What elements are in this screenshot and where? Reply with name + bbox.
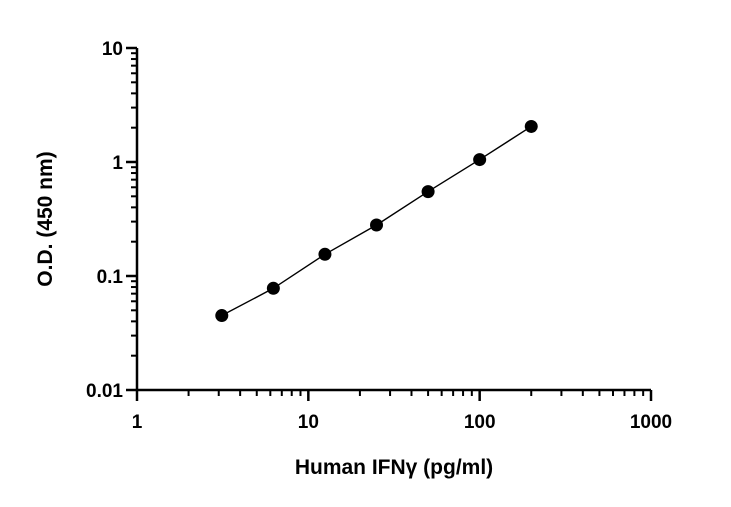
data-point <box>215 309 229 323</box>
data-point <box>473 153 487 167</box>
x-tick-label: 1 <box>132 412 143 433</box>
y-tick-label: 0.1 <box>97 267 124 288</box>
x-minor-ticks <box>187 390 645 396</box>
x-tick-label: 10 <box>298 412 319 433</box>
data-point <box>370 218 384 232</box>
y-minor-ticks <box>131 52 137 357</box>
x-tick-label: 100 <box>464 412 496 433</box>
x-axis-title: Human IFNγ (pg/ml) <box>295 456 493 479</box>
y-tick-labels: 0.01 0.1 1 10 <box>86 39 123 402</box>
y-tick-label: 0.01 <box>86 381 123 402</box>
y-tick-label: 10 <box>102 39 123 60</box>
x-major-ticks <box>135 390 653 401</box>
y-major-ticks <box>126 46 137 392</box>
data-point <box>318 247 332 261</box>
x-tick-labels: 1 10 100 1000 <box>132 412 672 433</box>
y-tick-label: 1 <box>112 153 123 174</box>
plot-area: 0.01 0.1 1 10 1 10 100 1000 <box>86 39 672 433</box>
data-point <box>524 119 538 133</box>
x-tick-label: 1000 <box>630 412 672 433</box>
data-point <box>421 185 435 199</box>
data-point <box>266 281 280 295</box>
data-points <box>215 119 538 323</box>
y-axis-title: O.D. (450 nm) <box>34 151 57 286</box>
